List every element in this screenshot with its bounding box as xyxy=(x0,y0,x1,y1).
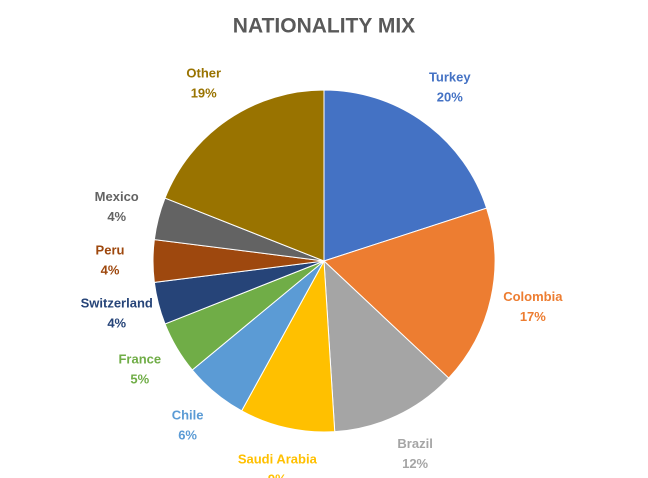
pie-slice xyxy=(164,89,325,262)
slice-category-label: Chile xyxy=(172,407,204,422)
slice-value-label: 20% xyxy=(437,89,463,104)
pie-slice xyxy=(323,259,450,433)
slice-value-label: 12% xyxy=(402,456,428,471)
pie-slice xyxy=(240,259,336,433)
slice-value-label: 6% xyxy=(178,427,197,442)
slice-category-label: Mexico xyxy=(95,189,139,204)
slice-value-label: 9% xyxy=(268,471,287,478)
slice-category-label: Colombia xyxy=(503,289,563,304)
slice-category-label: Peru xyxy=(96,242,125,257)
slice-category-label: Saudi Arabia xyxy=(238,451,318,466)
slice-value-label: 5% xyxy=(130,371,149,386)
slice-category-label: Switzerland xyxy=(81,296,153,311)
slice-value-label: 4% xyxy=(107,209,126,224)
slice-value-label: 19% xyxy=(191,85,217,100)
slice-category-label: France xyxy=(118,351,161,366)
slice-value-label: 17% xyxy=(520,309,546,324)
pie-slice xyxy=(323,207,496,379)
pie-slice xyxy=(323,89,488,262)
chart-title: NATIONALITY MIX xyxy=(233,15,415,38)
slice-category-label: Turkey xyxy=(429,69,471,84)
slice-value-label: 4% xyxy=(101,262,120,277)
slice-category-label: Other xyxy=(186,65,221,80)
slice-category-label: Brazil xyxy=(397,436,432,451)
slice-value-label: 4% xyxy=(107,316,126,331)
